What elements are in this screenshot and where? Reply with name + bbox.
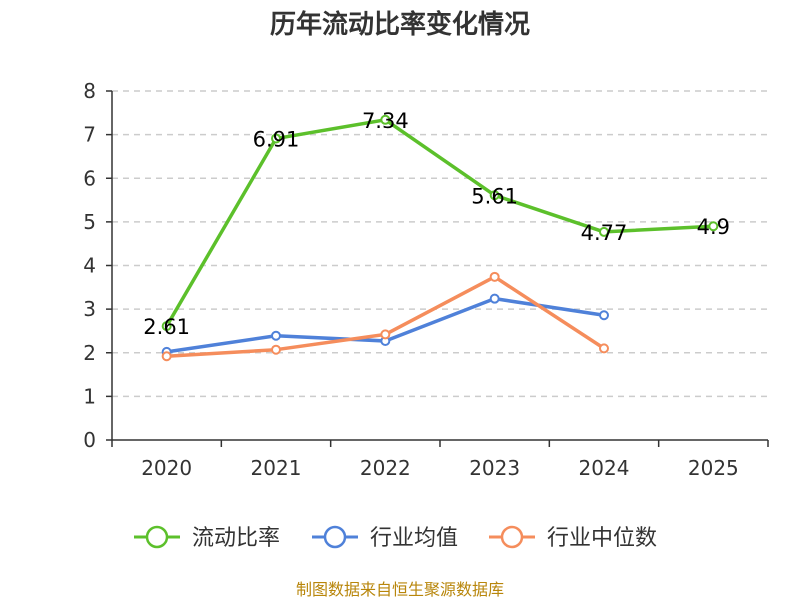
data-label: 5.61 (471, 184, 518, 208)
data-point[interactable] (161, 321, 172, 332)
legend-swatch-marker (145, 525, 169, 549)
y-tick-label: 1 (83, 384, 96, 408)
legend-swatch-marker (323, 525, 347, 549)
data-point[interactable] (708, 221, 719, 232)
data-point[interactable] (271, 330, 281, 341)
data-point[interactable] (599, 343, 609, 354)
data-point[interactable] (489, 190, 500, 201)
y-tick-label: 7 (83, 123, 96, 147)
series-2 (161, 271, 609, 362)
x-tick-label: 2022 (360, 456, 411, 480)
data-point[interactable] (380, 114, 391, 125)
data-point[interactable] (599, 226, 609, 237)
y-tick-label: 4 (83, 254, 96, 278)
axes: 0 1 2 3 4 5 6 7 8 2020 2021 2022 2023 2024 2025 (83, 79, 769, 480)
y-tick-label: 5 (83, 210, 96, 234)
data-point[interactable] (599, 310, 609, 321)
series-1 (161, 293, 609, 357)
x-tick-label: 2021 (251, 456, 302, 480)
data-label: 4.9 (697, 215, 730, 239)
source-note: 制图数据来自恒生聚源数据库 (296, 580, 504, 599)
series-line (165, 118, 714, 328)
data-point[interactable] (161, 351, 172, 362)
chart-title: 历年流动比率变化情况 (270, 9, 530, 40)
data-label: 2.61 (143, 315, 190, 339)
y-tick-label: 6 (83, 166, 96, 190)
x-tick-label: 2024 (579, 456, 630, 480)
legend-item[interactable]: 行业均值 (312, 525, 458, 551)
data-label: 6.91 (253, 128, 300, 152)
legend[interactable]: 流动比率 行业均值 行业中位数 (134, 525, 657, 551)
x-tick-label: 2023 (469, 456, 520, 480)
legend-label: 行业均值 (370, 526, 458, 551)
series-0: 2.61 6.91 7.34 5.61 4.77 4.9 (143, 109, 730, 339)
x-tick-label: 2025 (688, 456, 739, 480)
data-label: 7.34 (362, 109, 409, 133)
data-point[interactable] (271, 344, 281, 355)
data-point[interactable] (489, 271, 500, 282)
legend-item[interactable]: 行业中位数 (489, 525, 657, 551)
legend-swatch-marker (500, 525, 524, 549)
legend-item[interactable]: 流动比率 (134, 525, 280, 551)
data-point[interactable] (380, 329, 391, 340)
y-tick-label: 8 (83, 79, 96, 103)
data-point[interactable] (489, 293, 500, 304)
legend-label: 行业中位数 (547, 526, 657, 551)
y-tick-label: 2 (83, 341, 96, 365)
grid-lines (112, 90, 768, 398)
legend-label: 流动比率 (192, 526, 280, 551)
series-group: 2.61 6.91 7.34 5.61 4.77 4.9 (143, 109, 730, 362)
y-tick-label: 0 (83, 428, 96, 452)
data-point[interactable] (271, 133, 281, 144)
data-label: 4.77 (581, 221, 628, 245)
x-tick-label: 2020 (141, 456, 192, 480)
y-tick-label: 3 (83, 297, 96, 321)
